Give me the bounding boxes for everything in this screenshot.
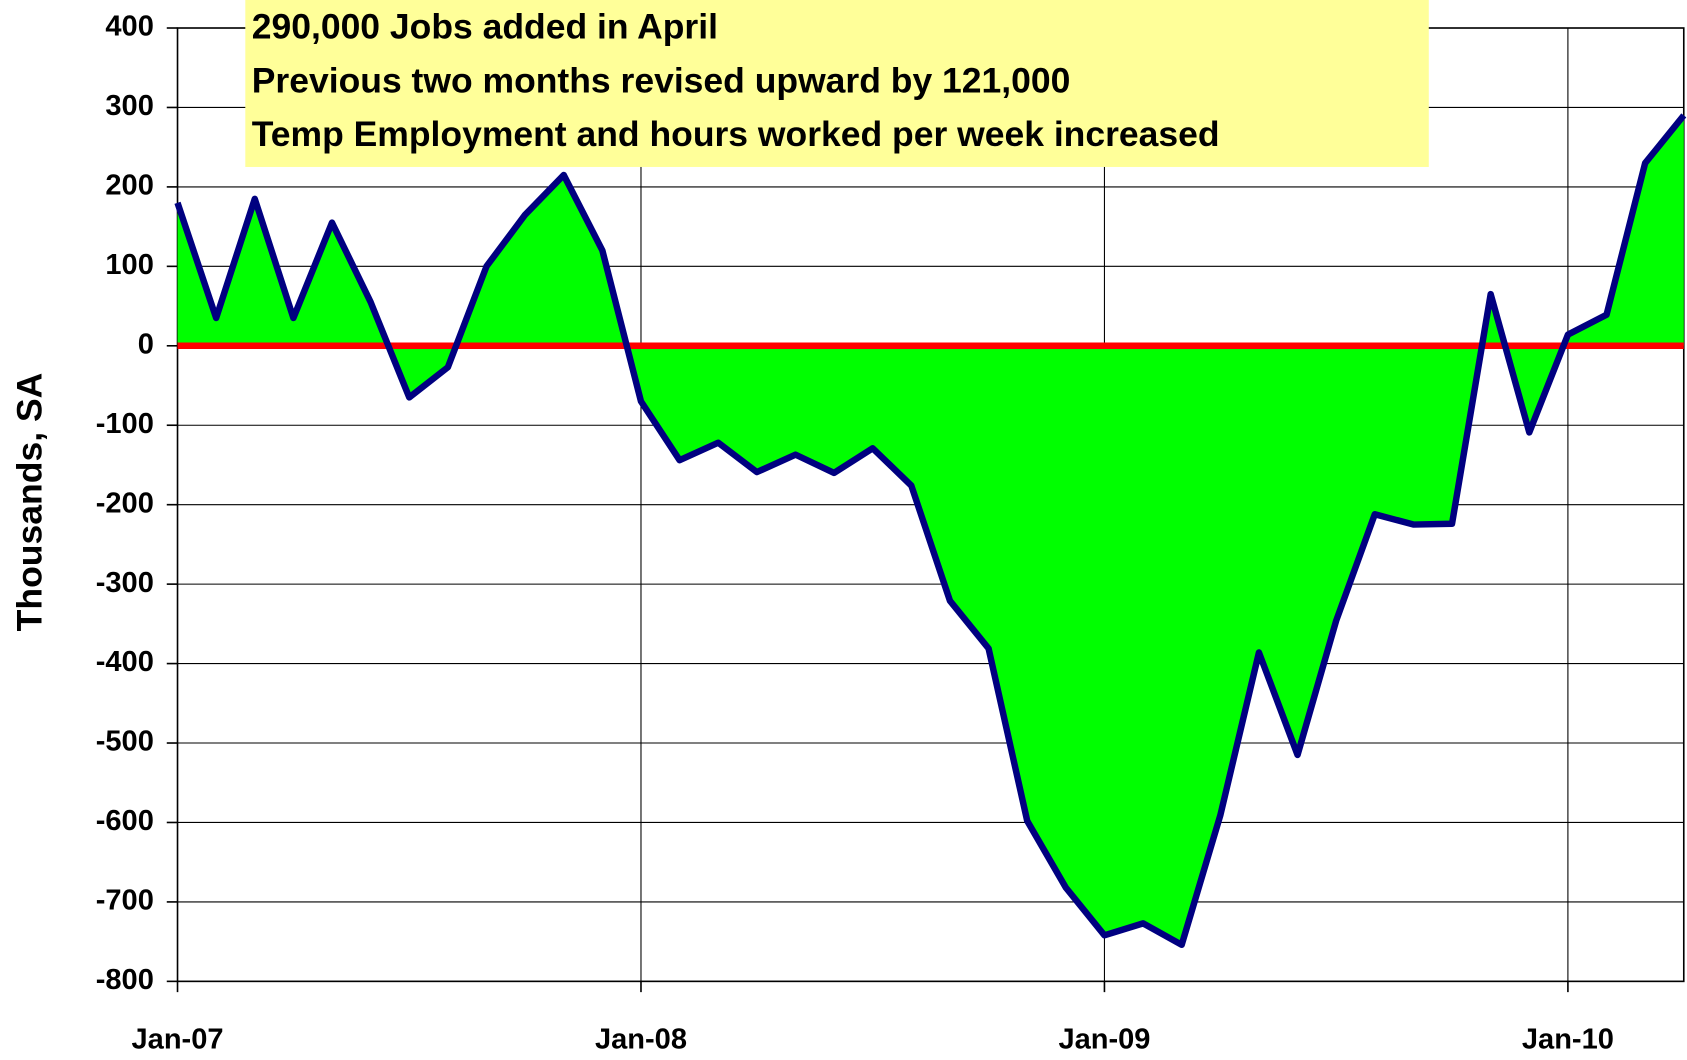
y-tick-label: -200 [96,487,154,519]
area-outline [174,113,1687,949]
y-axis-label: Thousands, SA [10,373,50,632]
x-tick-label: Jan-08 [595,1023,687,1055]
y-tick-label: -800 [96,964,154,996]
y-tick-label: 0 [138,328,154,360]
x-tick-label: Jan-10 [1522,1023,1614,1055]
y-tick-label: -400 [96,646,154,678]
annotation-box [245,0,1429,167]
y-tick-label: 200 [105,170,153,202]
y-tick-label: -500 [96,726,154,758]
y-tick-label: 300 [105,90,153,122]
y-tick-label: -300 [96,567,154,599]
x-tick-label: Jan-07 [132,1023,224,1055]
y-tick-label: -600 [96,805,154,837]
y-tick-label: 100 [105,249,153,281]
y-tick-label: -700 [96,885,154,917]
y-tick-label: -100 [96,408,154,440]
annotation: Previous two months revised upward by 12… [252,60,1071,100]
y-tick-label: 400 [105,11,153,43]
area-fill [177,115,1684,945]
annotation: 290,000 Jobs added in April [252,6,718,46]
annotation: Temp Employment and hours worked per wee… [252,114,1220,154]
x-tick-label: Jan-09 [1058,1023,1150,1055]
